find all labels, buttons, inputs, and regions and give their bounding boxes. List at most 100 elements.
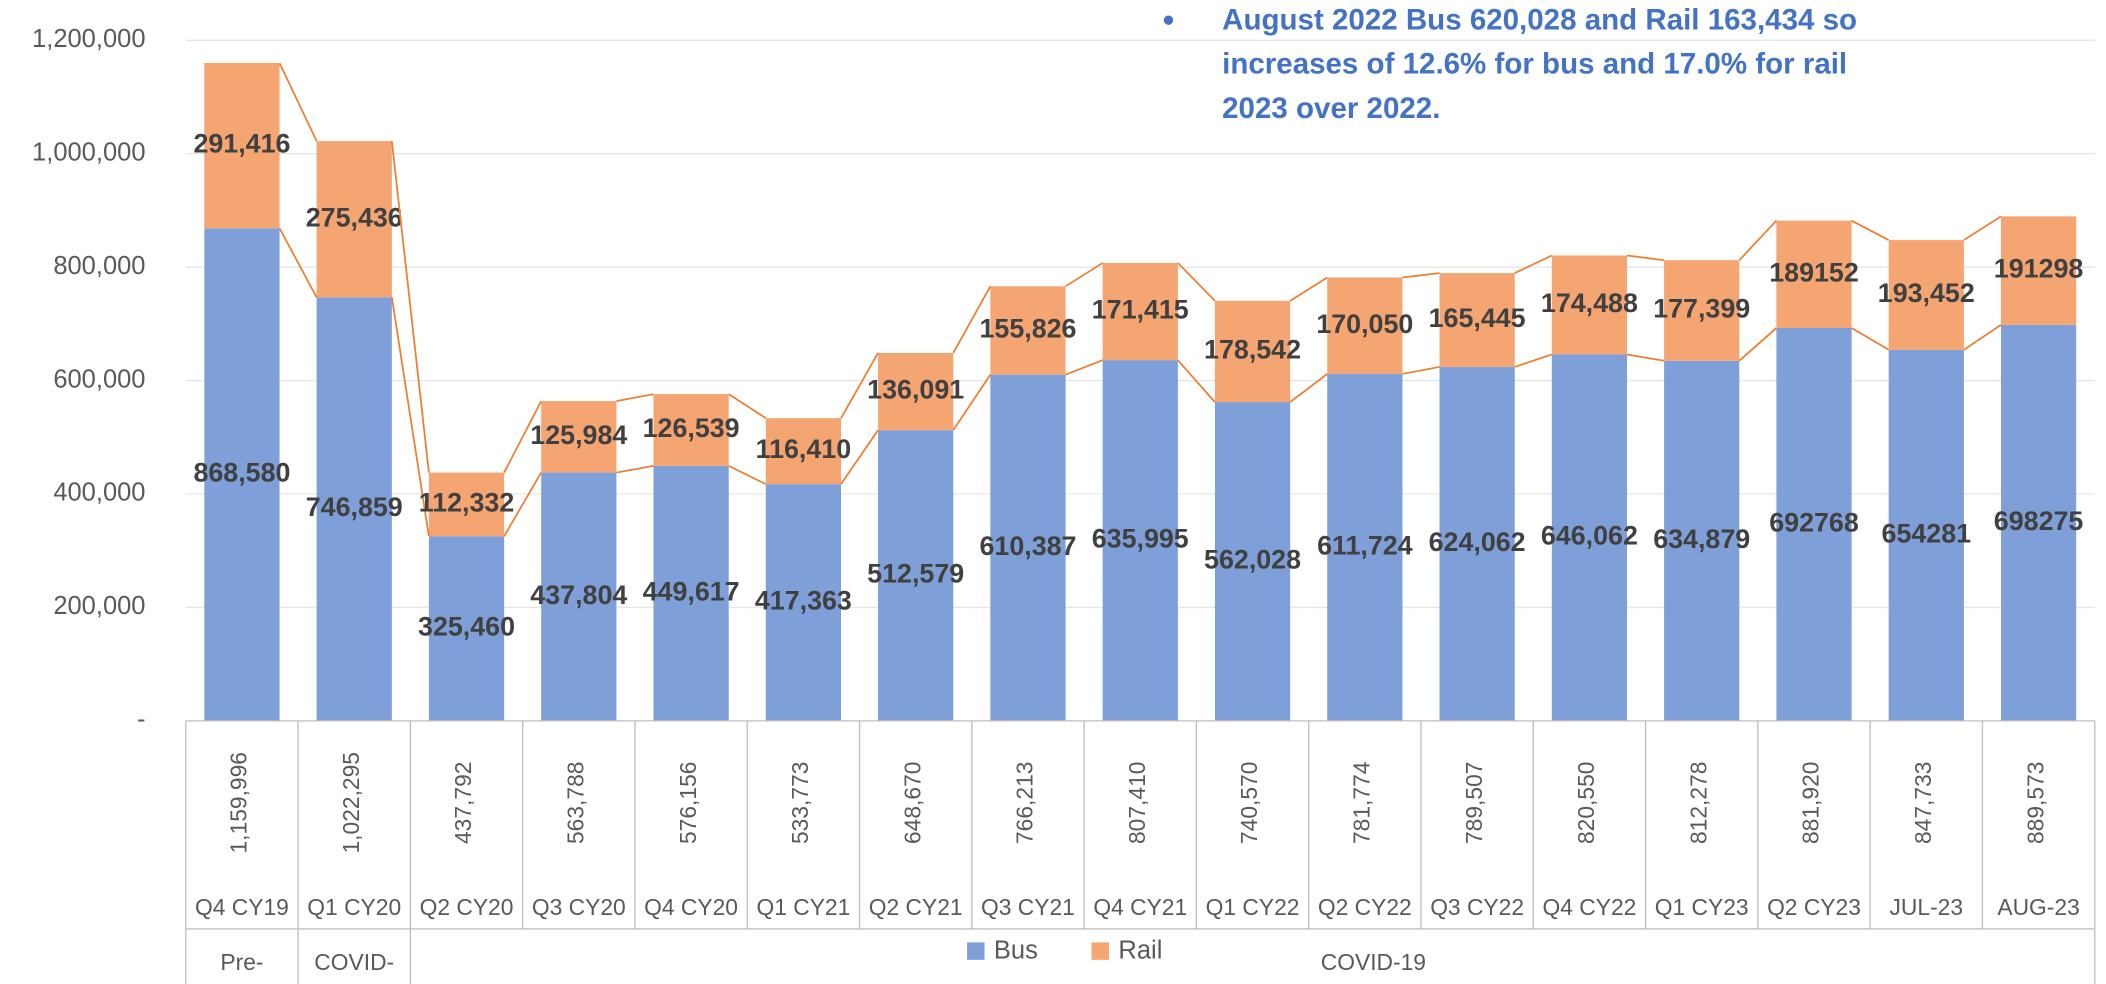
bar bbox=[1776, 327, 1852, 721]
value-label: 634,879 bbox=[1653, 524, 1750, 554]
x-tick-label: AUG-23 bbox=[1997, 894, 2079, 920]
annotation: August 2022 Bus 620,028 and Rail 163,434… bbox=[1222, 3, 1857, 36]
bar bbox=[1664, 260, 1740, 361]
x-tick-label: Q4 CY20 bbox=[644, 894, 738, 920]
value-label: 635,995 bbox=[1092, 524, 1189, 554]
x-tick-label: Q4 CY21 bbox=[1093, 894, 1187, 920]
bar bbox=[1888, 349, 1964, 721]
series-line bbox=[616, 393, 654, 402]
value-label: 174,488 bbox=[1541, 288, 1638, 318]
series-line bbox=[278, 227, 318, 298]
x-tick-label: Q2 CY23 bbox=[1767, 894, 1861, 920]
value-label: 178,542 bbox=[1204, 335, 1301, 365]
series-line bbox=[840, 352, 879, 419]
bar bbox=[1439, 273, 1515, 367]
value-label: 417,363 bbox=[755, 586, 852, 616]
bar bbox=[2000, 216, 2077, 325]
total-label: 576,156 bbox=[675, 762, 701, 844]
y-tick-label: 1,200,000 bbox=[32, 25, 145, 53]
annotation: 2023 over 2022. bbox=[1222, 92, 1440, 125]
bar bbox=[653, 465, 729, 721]
total-label: 820,550 bbox=[1573, 762, 1599, 844]
group-label: COVID- bbox=[314, 949, 394, 975]
total-label: 740,570 bbox=[1236, 762, 1262, 844]
total-label: 1,159,996 bbox=[226, 752, 252, 854]
value-label: 171,415 bbox=[1092, 295, 1189, 325]
series-line bbox=[840, 429, 879, 485]
bar bbox=[653, 394, 729, 466]
series-line bbox=[1851, 219, 1890, 241]
total-label: 437,792 bbox=[450, 762, 476, 844]
annotation: increases of 12.6% for bus and 17.0% for… bbox=[1222, 48, 1847, 81]
series-line bbox=[1738, 220, 1778, 261]
bar bbox=[765, 484, 842, 721]
value-label: 191298 bbox=[1994, 254, 2084, 284]
x-tick-label: JUL-23 bbox=[1890, 894, 1964, 920]
y-tick-label: - bbox=[137, 706, 146, 734]
bar bbox=[428, 536, 505, 721]
total-label: 533,773 bbox=[787, 762, 813, 844]
value-label: 126,539 bbox=[643, 413, 740, 443]
bar bbox=[316, 141, 392, 298]
series-line bbox=[390, 140, 430, 473]
x-tick-label: Q4 CY19 bbox=[195, 894, 289, 920]
series-line bbox=[503, 472, 542, 537]
x-tick-label: Q3 CY22 bbox=[1430, 894, 1524, 920]
value-label: 611,724 bbox=[1317, 531, 1413, 561]
bar bbox=[990, 374, 1066, 721]
series-line bbox=[1626, 353, 1665, 362]
total-label: 812,278 bbox=[1685, 762, 1711, 844]
series-line bbox=[1289, 276, 1328, 302]
group-label: COVID-19 bbox=[1321, 949, 1426, 975]
series-line bbox=[1289, 373, 1328, 403]
x-tick-label: Q4 CY22 bbox=[1542, 894, 1636, 920]
x-tick-label: Q1 CY23 bbox=[1655, 894, 1749, 920]
series-line bbox=[728, 465, 767, 485]
series-line bbox=[390, 297, 430, 537]
x-tick-label: Q3 CY21 bbox=[981, 894, 1075, 920]
series-line bbox=[1963, 215, 2002, 241]
series-line bbox=[503, 400, 542, 473]
value-label: 624,062 bbox=[1429, 527, 1526, 557]
bar bbox=[1327, 277, 1403, 374]
series-line bbox=[1177, 359, 1216, 403]
bar bbox=[316, 297, 392, 721]
x-tick-label: Q2 CY22 bbox=[1318, 894, 1412, 920]
total-label: 889,573 bbox=[2022, 762, 2048, 844]
value-label: 646,062 bbox=[1541, 521, 1638, 551]
x-tick-label: Q1 CY20 bbox=[307, 894, 401, 920]
value-label: 692768 bbox=[1769, 508, 1859, 538]
bar bbox=[204, 228, 280, 721]
bar bbox=[1214, 402, 1291, 721]
value-label: 325,460 bbox=[418, 612, 515, 642]
value-label: 165,445 bbox=[1429, 303, 1526, 333]
bar bbox=[1214, 300, 1291, 403]
y-tick-label: 400,000 bbox=[53, 479, 145, 507]
bar bbox=[541, 472, 617, 721]
value-label: 868,580 bbox=[193, 458, 290, 488]
series-line bbox=[278, 62, 318, 142]
total-label: 807,410 bbox=[1124, 762, 1150, 844]
bar bbox=[1776, 220, 1852, 328]
x-tick-label: Q2 CY21 bbox=[869, 894, 963, 920]
x-tick-label: Q1 CY21 bbox=[756, 894, 850, 920]
bar bbox=[765, 418, 842, 485]
series-line bbox=[728, 393, 767, 419]
bar bbox=[1664, 360, 1740, 721]
bar bbox=[1102, 262, 1178, 361]
bar bbox=[1327, 373, 1403, 721]
bar bbox=[1551, 354, 1628, 721]
value-label: 698275 bbox=[1994, 506, 2084, 536]
value-label: 193,452 bbox=[1878, 278, 1975, 308]
value-label: 125,984 bbox=[530, 420, 627, 450]
y-tick-label: 200,000 bbox=[53, 592, 145, 620]
total-label: 563,788 bbox=[562, 762, 588, 844]
series-line bbox=[1065, 359, 1103, 376]
bar bbox=[990, 286, 1066, 375]
bar bbox=[878, 352, 954, 431]
series-line bbox=[1514, 353, 1553, 368]
legend-label: Rail bbox=[1118, 937, 1162, 965]
value-label: 116,410 bbox=[756, 434, 852, 464]
bullet bbox=[1163, 15, 1174, 25]
series-line bbox=[1851, 327, 1890, 351]
